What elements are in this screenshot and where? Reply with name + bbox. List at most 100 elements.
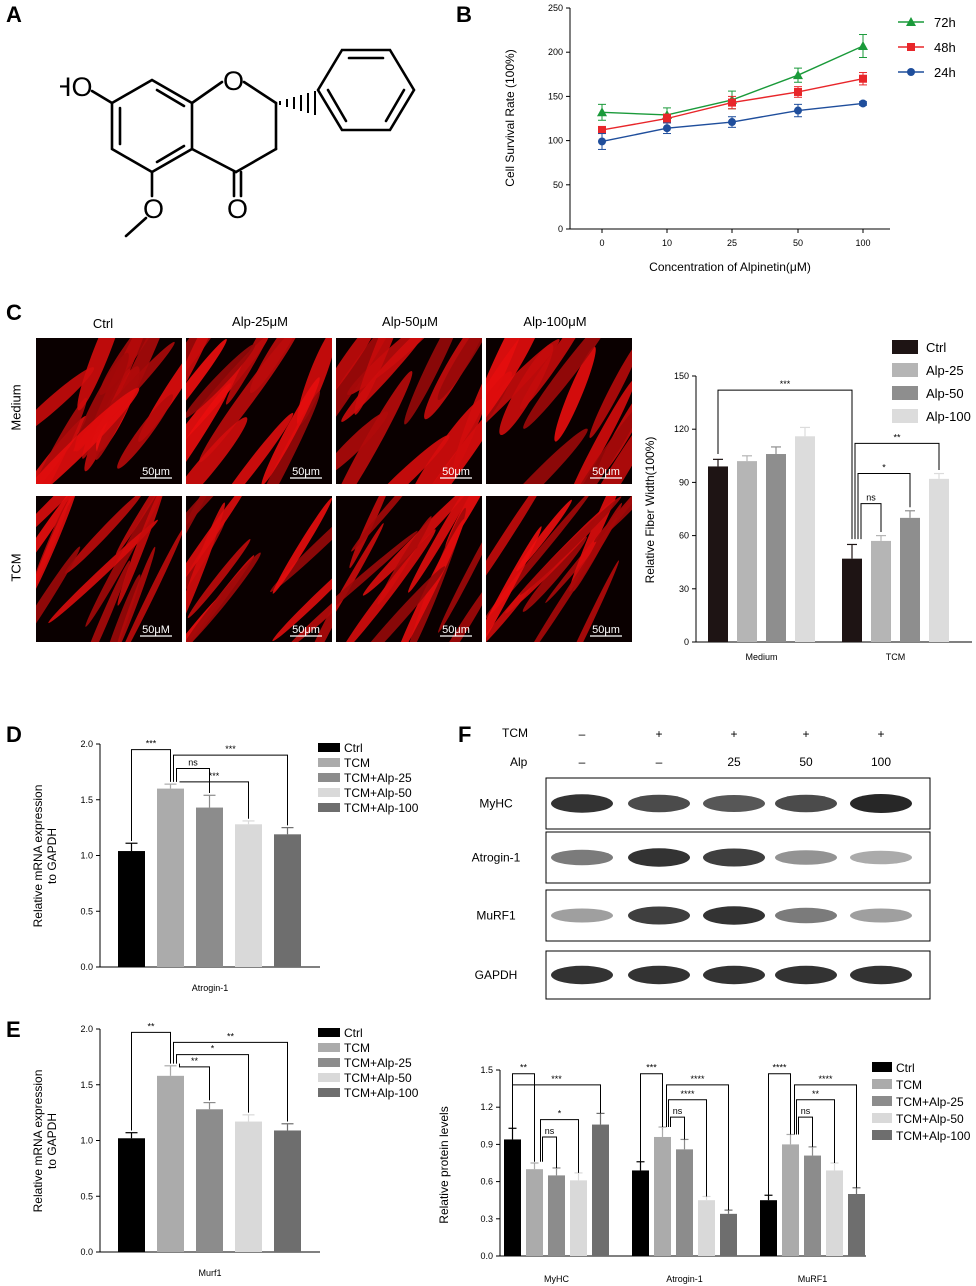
micrograph-fiber bbox=[523, 517, 618, 642]
micrograph-fibers bbox=[486, 496, 632, 642]
y-title-line-1: Relative mRNA expression bbox=[31, 785, 45, 928]
chart-e-y-tick-label: 2.0 bbox=[80, 1024, 93, 1034]
chart-b-x-tick-label: 0 bbox=[599, 238, 604, 248]
chart-f-legend-label: TCM+Alp-25 bbox=[896, 1095, 964, 1109]
chart-c-legend-swatch bbox=[892, 363, 918, 377]
chart-c-sig-3-label: * bbox=[882, 463, 886, 473]
wb-tcm-marker: – bbox=[579, 727, 586, 741]
chart-d-y-tick-label: 2.0 bbox=[80, 739, 93, 749]
micrograph-fiber bbox=[117, 496, 167, 606]
chart-c-bar-Alp-100 bbox=[929, 478, 949, 642]
chart-b-y-tick-label: 150 bbox=[548, 91, 563, 101]
chart-f-bar-TCM+Alp-25 bbox=[804, 1155, 821, 1256]
micrograph-fiber bbox=[422, 577, 482, 642]
micrograph-fiber bbox=[549, 402, 632, 484]
chart-d-sig-2-bracket bbox=[176, 768, 210, 794]
wb-band bbox=[628, 794, 690, 813]
micrograph-fibers bbox=[336, 338, 482, 484]
wb-band bbox=[551, 849, 613, 866]
chart-f-sig-9-bracket bbox=[794, 1084, 857, 1188]
chart-b-point-72h bbox=[858, 41, 868, 51]
wb-band-label: MuRF1 bbox=[476, 909, 516, 923]
micrograph-fiber bbox=[36, 367, 95, 439]
chart-f-sig-10-bracket bbox=[796, 1099, 835, 1163]
micrograph-fiber bbox=[117, 394, 174, 469]
chart-d-legend-label: TCM+Alp-50 bbox=[344, 786, 412, 800]
micrograph-fiber bbox=[397, 399, 482, 484]
chart-c-fiber-width: 0 30 60 90 120 150 Relative Fiber Width(100%) M… bbox=[643, 340, 972, 662]
micrograph-fiber bbox=[407, 398, 482, 484]
chart-c-legend-swatch bbox=[892, 340, 918, 354]
chart-f-legend-label: TCM bbox=[896, 1078, 922, 1092]
chart-f-legend-label: TCM+Alp-100 bbox=[896, 1129, 971, 1143]
chart-c-bar-Ctrl bbox=[842, 558, 862, 642]
micrograph-fiber bbox=[272, 552, 332, 642]
panel-letter-f: F bbox=[458, 722, 472, 747]
micrograph-fiber bbox=[437, 338, 482, 401]
atom-o-methoxy: O bbox=[143, 194, 164, 224]
chart-c-sig-2-bracket bbox=[854, 442, 940, 540]
chart-b-x-tick-label: 10 bbox=[662, 238, 672, 248]
micrograph-fiber bbox=[225, 338, 291, 405]
micrograph-fiber bbox=[486, 428, 588, 484]
scale-bar-label: 50μm bbox=[292, 624, 320, 636]
wb-band bbox=[775, 850, 837, 865]
wb-alp-dose: 50 bbox=[799, 755, 813, 769]
chart-f-bar-TCM+Alp-50 bbox=[698, 1200, 715, 1256]
chart-c-bar-Alp-50 bbox=[766, 454, 786, 642]
chart-d-y-axis-title: Relative mRNA expressionto GAPDH bbox=[31, 785, 59, 928]
chart-f-protein-levels: 0.0 0.3 0.6 0.9 1.2 1.5 Relative protein level… bbox=[437, 1061, 971, 1284]
chart-e-legend-label: TCM+Alp-25 bbox=[344, 1056, 412, 1070]
wb-alp-dose: 100 bbox=[871, 755, 891, 769]
chart-d-atrogin-mrna: 0.0 0.5 1.0 1.5 2.0 Atrogin-1 Relative mRNA ex… bbox=[31, 739, 419, 993]
wb-alp-label: Alp bbox=[510, 755, 528, 769]
chart-f-y-tick-label: 1.2 bbox=[480, 1102, 493, 1112]
chart-b-x-axis-title: Concentration of Alpinetin(μM) bbox=[649, 260, 811, 274]
chart-f-bar-TCM+Alp-100 bbox=[720, 1213, 737, 1256]
chart-c-sig-1-label: *** bbox=[780, 379, 791, 389]
chart-d-x-axis-title: Atrogin-1 bbox=[192, 983, 229, 993]
chart-b-point-48h bbox=[859, 74, 867, 83]
chart-d-legend-label: Ctrl bbox=[344, 741, 363, 755]
chart-e-y-axis-title: Relative mRNA expressionto GAPDH bbox=[31, 1070, 59, 1213]
panel-letter-e: E bbox=[6, 1017, 21, 1042]
chart-c-bar-Alp-25 bbox=[871, 540, 891, 642]
chart-f-sig-7-label: ns bbox=[673, 1106, 683, 1116]
chart-f-bar-TCM+Alp-100 bbox=[592, 1124, 609, 1256]
micrograph-fiber bbox=[186, 383, 231, 484]
micrograph-fiber bbox=[303, 579, 332, 642]
chart-e-sig-3-label: ** bbox=[191, 1056, 199, 1066]
chart-f-legend-label: Ctrl bbox=[896, 1061, 915, 1075]
chart-e-legend-label: TCM+Alp-100 bbox=[344, 1086, 419, 1100]
chart-f-sig-6-bracket bbox=[668, 1099, 707, 1197]
chart-f-sig-11-bracket bbox=[798, 1116, 813, 1147]
wb-alp-dose: 25 bbox=[727, 755, 741, 769]
chart-f-bar-Ctrl bbox=[760, 1200, 777, 1256]
chart-c-legend-label: Alp-100 bbox=[926, 409, 971, 424]
chart-c-y-axis-title: Relative Fiber Width(100%) bbox=[643, 437, 657, 584]
chart-f-y-tick-label: 0.6 bbox=[480, 1177, 493, 1187]
micrograph-fiber bbox=[98, 574, 141, 642]
chart-b-point-24h bbox=[728, 118, 736, 127]
chart-b-point-24h bbox=[598, 137, 606, 146]
micrograph-fiber bbox=[115, 496, 178, 555]
wb-tcm-marker: + bbox=[802, 727, 809, 741]
micrograph-fiber bbox=[486, 496, 551, 614]
micrograph-fiber bbox=[569, 401, 632, 484]
chart-c-bar-Alp-25 bbox=[737, 461, 757, 642]
chart-f-sig-8-bracket bbox=[768, 1073, 791, 1196]
micrograph-fiber bbox=[36, 387, 140, 484]
micrograph-fiber bbox=[115, 546, 156, 642]
chart-f-sig-11-label: ns bbox=[801, 1106, 811, 1116]
micrograph-fiber bbox=[486, 526, 542, 642]
micrograph-fiber bbox=[486, 338, 541, 446]
chart-f-y-tick-label: 0.3 bbox=[480, 1214, 493, 1224]
chart-d-y-tick-label: 0.0 bbox=[80, 962, 93, 972]
chart-d-sig-1-bracket bbox=[173, 754, 288, 826]
chart-f-bar-TCM+Alp-50 bbox=[826, 1170, 843, 1256]
chart-e-legend-label: Ctrl bbox=[344, 1026, 363, 1040]
wb-tcm-label: TCM bbox=[502, 726, 528, 740]
chart-f-sig-7-bracket bbox=[670, 1116, 685, 1140]
wb-band bbox=[850, 850, 912, 865]
chart-d-sig-0-bracket bbox=[131, 749, 171, 842]
